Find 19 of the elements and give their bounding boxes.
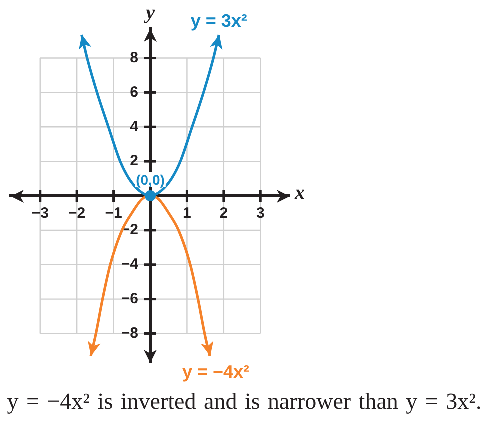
x-tick-label: 2	[220, 205, 228, 222]
y-tick-label: −6	[121, 290, 138, 308]
series-label: y = 3x²	[190, 10, 248, 31]
annotation: (0,0)	[136, 172, 165, 188]
legend-label: y = −4x²	[182, 362, 250, 382]
y-tick-label: −8	[121, 324, 138, 342]
x-tick-label: −1	[105, 205, 122, 222]
x-tick-label: −3	[32, 205, 49, 222]
text: y = −4x² is inverted and is narrower than y = 3x².	[6, 389, 483, 415]
y-tick-label: 2	[130, 152, 138, 170]
x-tick-label: −2	[68, 205, 86, 222]
x-tick-label: 3	[256, 205, 265, 222]
x-tick-label: 1	[183, 205, 192, 222]
x-axis-title: x	[294, 182, 305, 204]
y-tick-label: −4	[121, 256, 140, 274]
y-tick-label: 8	[130, 49, 138, 66]
y-axis-title: y	[144, 2, 156, 24]
y-tick-label: 6	[130, 84, 138, 101]
y-tick-label: 4	[130, 118, 140, 136]
